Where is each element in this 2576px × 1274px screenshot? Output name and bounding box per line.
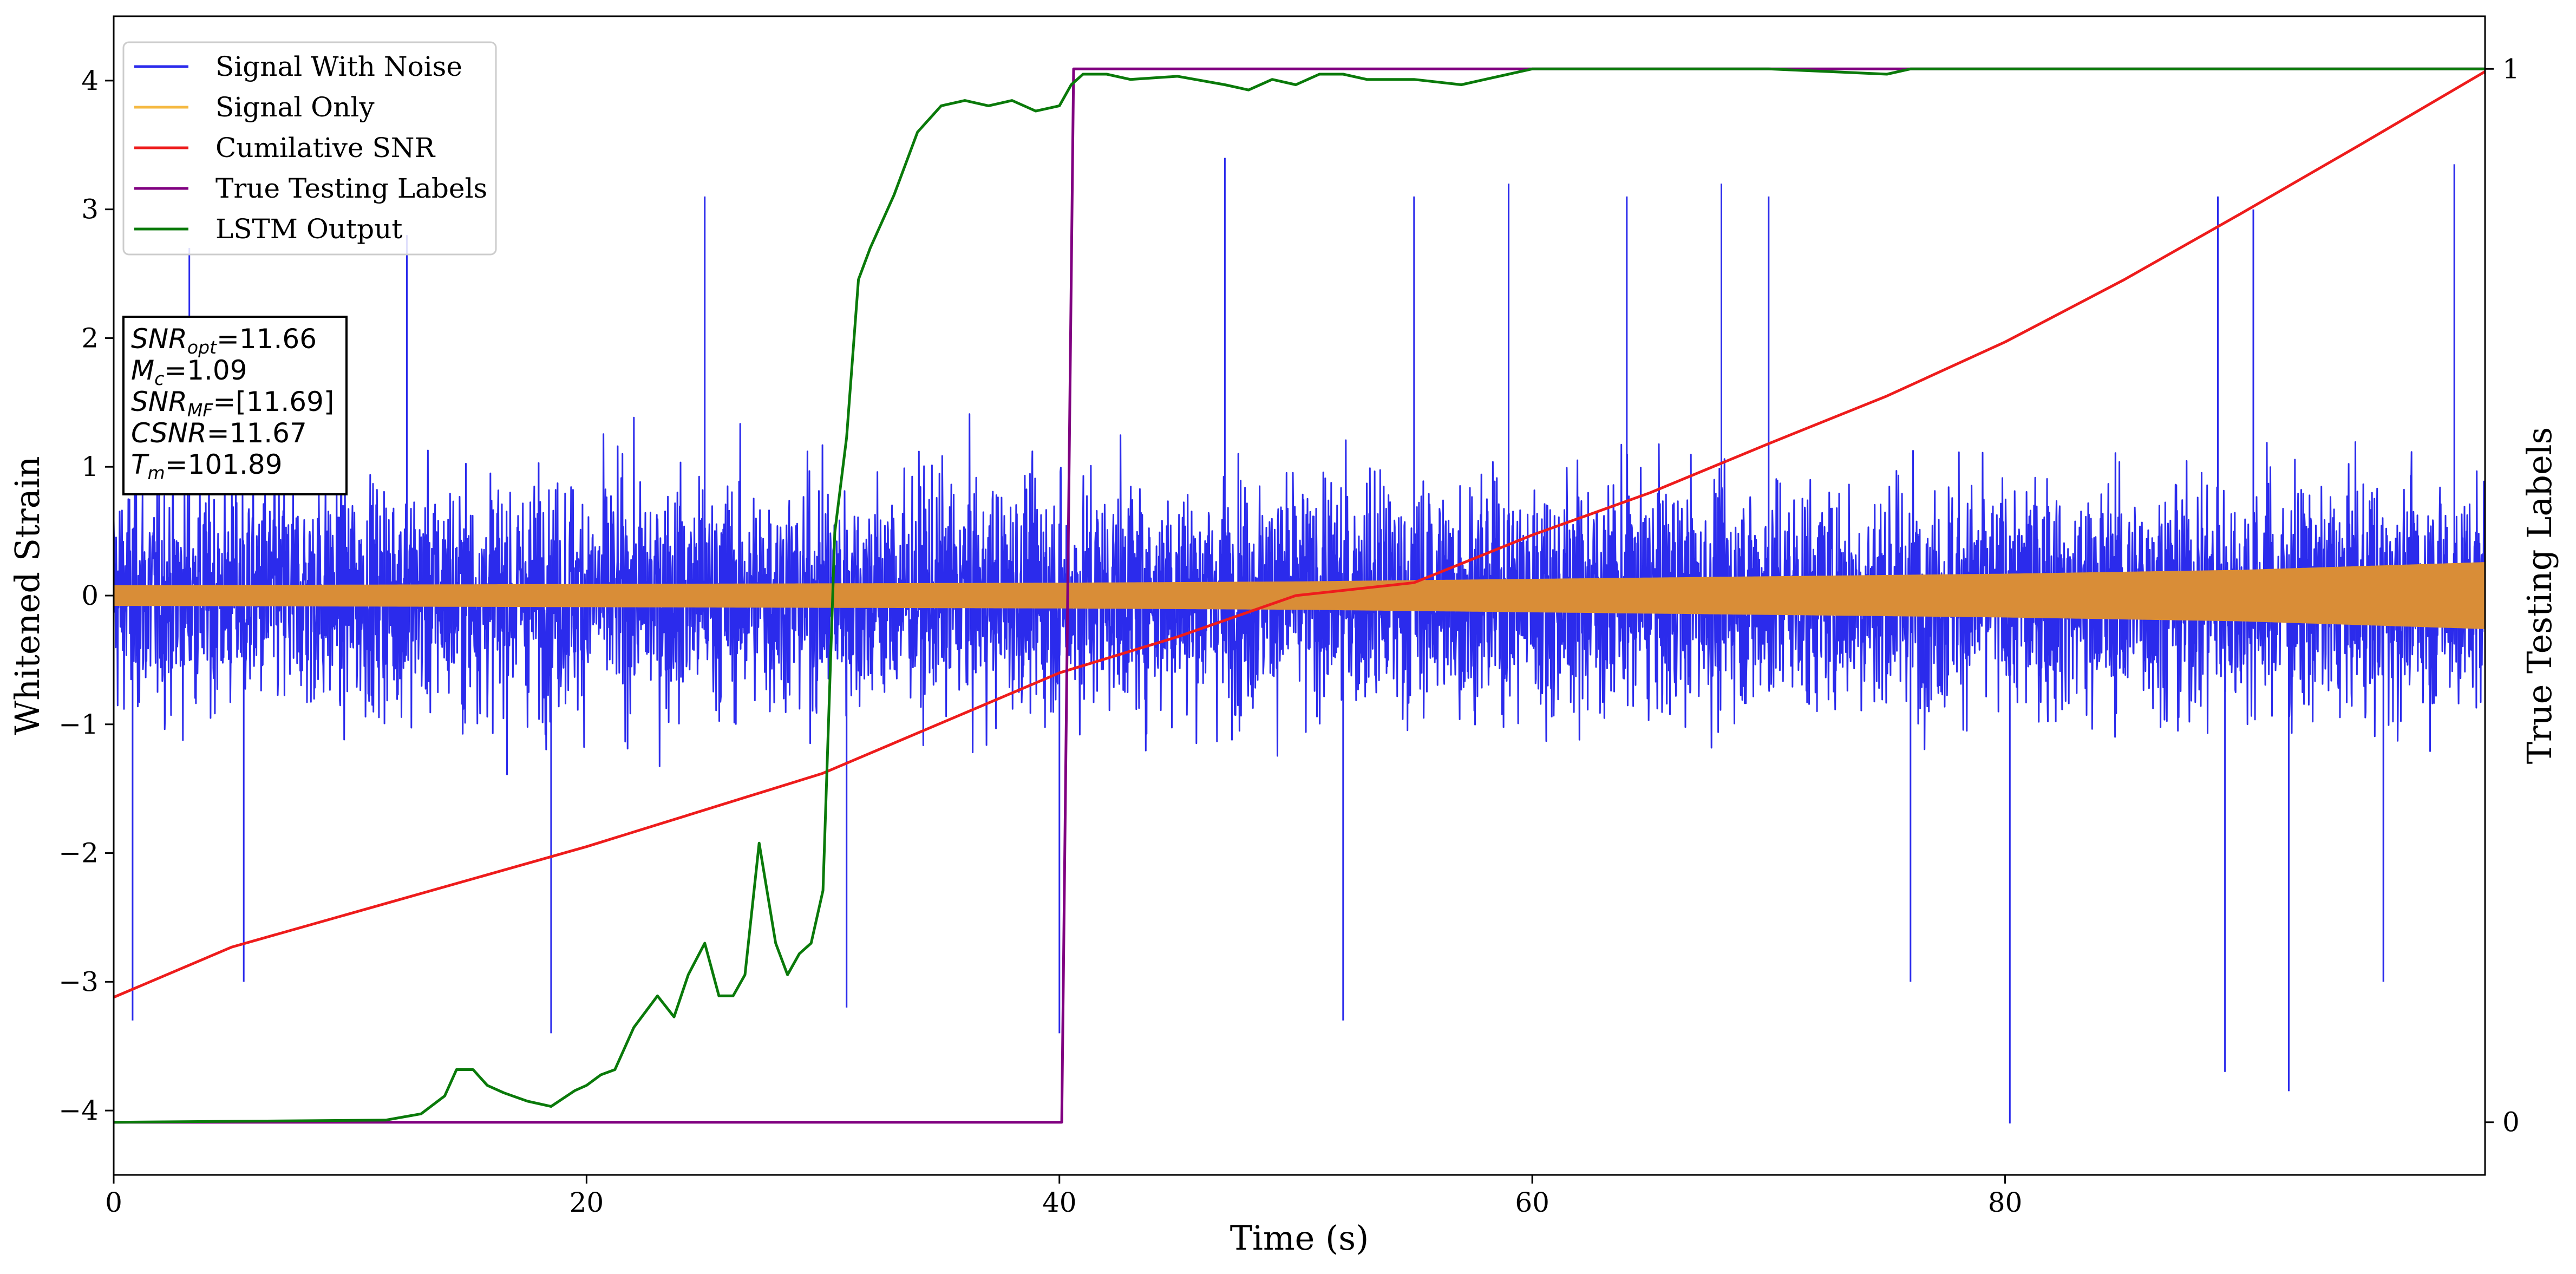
y2-tick-label: 1 <box>2502 53 2520 84</box>
y-tick-label: 4 <box>81 65 99 96</box>
y-tick-label: −4 <box>58 1095 99 1126</box>
y-tick-label: −1 <box>58 709 99 740</box>
series-cumulative-snr <box>114 70 2485 999</box>
series-lstm-output <box>114 67 2485 1124</box>
y-tick-label: 3 <box>81 194 99 225</box>
annotation-box <box>122 316 348 495</box>
legend-box <box>122 41 497 256</box>
y2-tick-label: 0 <box>2502 1107 2520 1138</box>
legend-label: Signal With Noise <box>215 51 462 82</box>
y-tick-label: 2 <box>81 322 99 354</box>
annotation-line: Tm=101.89 <box>131 449 283 484</box>
annotation-line: SNRopt=11.66 <box>131 323 317 358</box>
annotation-line: SNRMF=[11.69] <box>131 386 334 421</box>
x-tick-label: 20 <box>570 1187 604 1218</box>
legend-label: True Testing Labels <box>215 173 487 204</box>
y-tick-label: 1 <box>81 451 99 482</box>
y-tick-label: 0 <box>81 580 99 611</box>
legend-label: LSTM Output <box>215 213 402 245</box>
annotation-line: CSNR=11.67 <box>131 417 307 449</box>
annotation-line: Mc=1.09 <box>131 355 247 389</box>
x-tick-label: 60 <box>1515 1187 1549 1218</box>
series-signal-with-noise <box>114 158 2485 1123</box>
y-tick-label: −2 <box>58 838 99 869</box>
y-axis-title: Whitened Strain <box>8 456 47 735</box>
legend-label: Cumilative SNR <box>215 132 435 164</box>
x-axis-title: Time (s) <box>1230 1218 1369 1258</box>
y-tick-label: −3 <box>58 966 99 997</box>
y2-axis-title: True Testing Labels <box>2520 427 2559 765</box>
x-tick-label: 40 <box>1042 1187 1077 1218</box>
legend-label: Signal Only <box>215 92 375 123</box>
x-tick-label: 0 <box>105 1187 122 1218</box>
x-tick-label: 80 <box>1988 1187 2023 1218</box>
